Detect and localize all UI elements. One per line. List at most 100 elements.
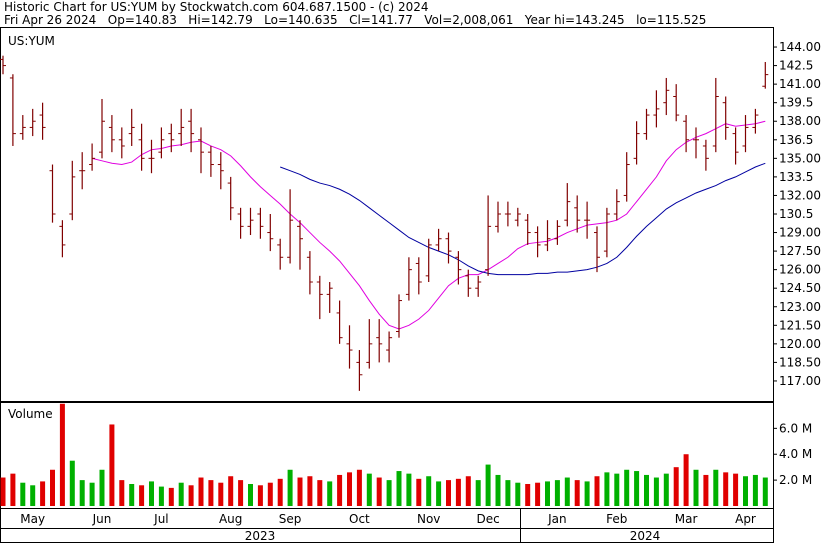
x-tick-label: Feb [606,512,627,526]
volume-bar [297,477,303,506]
volume-bar [614,473,620,506]
volume-bar [386,480,392,506]
volume-bar [535,482,541,506]
x-tick-label: Dec [476,512,499,526]
volume-tick-label: 2.0 M [779,473,812,487]
volume-bar [446,480,451,506]
volume-bar [327,481,333,506]
volume-bar [30,485,36,506]
volume-bar [198,477,204,506]
volume-bar [366,473,372,506]
volume-bar [218,482,224,506]
y-tick-label: 136.5 [779,133,813,147]
volume-bar [653,477,659,506]
y-tick-label: 117.00 [779,374,821,388]
volume-bar [257,485,263,506]
volume-bar [139,485,145,506]
volume-bar [505,480,511,506]
y-tick-label: 118.50 [779,355,821,369]
volume-bar [564,477,570,506]
x-tick-label: May [20,512,45,526]
x-tick-label: Jun [92,512,112,526]
volume-bar [238,480,244,506]
y-tick-label: 124.50 [779,281,821,295]
volume-bar [644,474,649,506]
price-panel [0,27,774,402]
y-tick-label: 130.5 [779,207,813,221]
year-label: 2024 [630,529,661,543]
volume-bar [743,476,748,506]
x-tick-label: Sep [279,512,302,526]
volume-bar [228,476,234,506]
volume-bar [455,478,461,506]
volume-bar [733,473,739,506]
volume-bar [594,476,600,506]
volume-bar [554,480,560,506]
y-tick-label: 144.00 [779,40,821,54]
volume-bar [307,476,313,506]
volume-bar [752,474,758,506]
y-tick-label: 123.00 [779,300,821,314]
volume-bar [149,481,154,506]
volume-bar [20,482,26,506]
x-tick-label: Nov [417,512,440,526]
volume-bar [208,480,214,506]
volume-tick-label: 6.0 M [779,421,812,435]
volume-bar [693,469,699,506]
volume-bar [50,469,55,506]
y-tick-label: 121.50 [779,318,821,332]
x-tick-label: Oct [349,512,370,526]
volume-bar [10,473,16,506]
y-tick-label: 120.00 [779,337,821,351]
x-tick-label: Jan [547,512,567,526]
volume-bar [584,481,590,506]
volume-bar [69,460,75,506]
volume-bar [624,469,630,506]
volume-bar [287,469,293,506]
volume-bar [436,481,442,506]
volume-bar [188,485,194,506]
volume-bar [158,486,164,506]
y-tick-label: 126.00 [779,263,821,277]
header-title: Historic Chart for US:YUM by Stockwatch.… [4,0,429,14]
volume-label: Volume [8,407,53,421]
volume-bar [337,474,343,506]
volume-bar [673,467,679,506]
volume-bar [168,487,174,506]
volume-tick-label: 4.0 M [779,447,812,461]
y-tick-label: 141.00 [779,77,821,91]
y-tick-label: 127.50 [779,244,821,258]
symbol-label: US:YUM [8,34,55,48]
volume-bar [406,473,412,506]
volume-bar [109,424,115,506]
volume-bar [545,481,550,506]
volume-bar [525,483,531,506]
x-tick-label: Mar [675,512,698,526]
volume-bar [574,480,580,506]
volume-bar [683,454,689,506]
x-tick-label: Apr [735,512,756,526]
volume-bar [79,480,85,506]
volume-bar [703,474,709,506]
y-tick-label: 129.00 [779,226,821,240]
volume-bar [604,472,610,506]
volume-bar [663,473,669,506]
y-tick-label: 133.5 [779,170,813,184]
x-tick-label: Aug [219,512,242,526]
volume-bar [376,477,382,506]
volume-bar [515,482,521,506]
y-tick-label: 142.5 [779,59,813,73]
volume-bar [0,477,6,506]
volume-bar [485,464,491,506]
volume-bar [475,480,481,506]
volume-bar [713,469,719,506]
year-label: 2023 [245,529,276,543]
volume-bar [347,472,352,506]
volume-bar [248,483,253,506]
volume-bar [426,476,432,506]
header-quote: Fri Apr 26 2024 Op=140.83 Hi=142.79 Lo=1… [4,13,706,27]
volume-bar [59,403,65,506]
y-tick-label: 138.00 [779,114,821,128]
